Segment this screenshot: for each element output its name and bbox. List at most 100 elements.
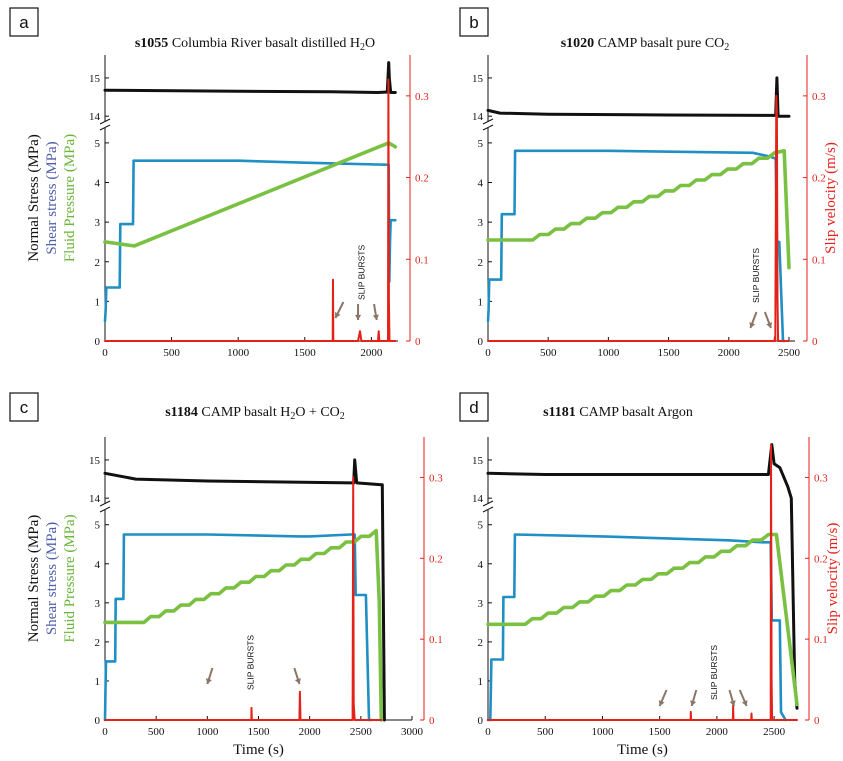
y-axis-label-right: Slip velocity (m/s) bbox=[823, 142, 839, 254]
x-tick-label: 0 bbox=[102, 347, 108, 359]
y-tick-label-lower: 3 bbox=[95, 217, 101, 229]
axis-break-mark bbox=[482, 506, 494, 513]
y-tick-label-upper: 15 bbox=[472, 73, 484, 85]
y-axis-label-normal: Normal Stress (MPa) bbox=[26, 515, 42, 643]
y-tick-label-lower: 1 bbox=[95, 296, 101, 308]
y-tick-label-upper: 15 bbox=[472, 455, 484, 467]
x-tick-label: 2000 bbox=[299, 726, 322, 738]
title-tail: O bbox=[365, 36, 375, 51]
y-tick-label-right: 0.1 bbox=[814, 634, 828, 646]
axis-break-mark bbox=[482, 124, 494, 131]
y-tick-label-lower: 4 bbox=[478, 559, 484, 571]
y-axis-label-fluid: Fluid Pressure (MPa) bbox=[62, 134, 78, 262]
axis-break-mark bbox=[99, 506, 111, 513]
series-line-fluid-pressure bbox=[486, 149, 791, 270]
title-text: CAMP basalt H bbox=[201, 405, 290, 420]
x-tick-label: 500 bbox=[540, 347, 557, 359]
y-tick-label-upper: 14 bbox=[89, 111, 101, 123]
y-tick-label-lower: 2 bbox=[95, 257, 101, 269]
axis-break-mark bbox=[99, 124, 111, 131]
panel-title: s1184 CAMP basalt H2O + CO2 bbox=[165, 405, 345, 422]
title-text: Columbia River basalt distilled H bbox=[172, 36, 360, 51]
panel-title: s1055 Columbia River basalt distilled H2… bbox=[135, 36, 375, 53]
title-sub2: 2 bbox=[340, 411, 345, 422]
slip-bursts-label: SLIP BURSTS bbox=[357, 245, 367, 300]
series-line-normal-stress bbox=[486, 76, 791, 118]
y-tick-label-upper: 14 bbox=[472, 493, 484, 505]
y-tick-label-lower: 0 bbox=[95, 715, 101, 727]
arrow-head bbox=[658, 700, 665, 706]
title-sub: 2 bbox=[290, 411, 295, 422]
y-tick-label-lower: 3 bbox=[95, 598, 101, 610]
axis-break-mark bbox=[99, 118, 111, 125]
series-line-slip-velocity bbox=[104, 78, 397, 342]
x-tick-label: 0 bbox=[102, 726, 108, 738]
y-tick-label-lower: 3 bbox=[478, 217, 484, 229]
y-tick-label-lower: 4 bbox=[95, 559, 101, 571]
y-tick-label-right: 0.2 bbox=[415, 173, 429, 185]
arrow-head bbox=[372, 314, 379, 320]
panel-title: s1020 CAMP basalt pure CO2 bbox=[561, 36, 730, 53]
series-line-slip-velocity bbox=[104, 476, 383, 721]
x-tick-label: 0 bbox=[485, 347, 491, 359]
x-axis-label: Time (s) bbox=[233, 742, 284, 758]
y-axis-label-right: Slip velocity (m/s) bbox=[825, 523, 841, 635]
x-tick-label: 500 bbox=[537, 726, 554, 738]
x-axis-label: Time (s) bbox=[617, 742, 668, 758]
y-tick-label-lower: 0 bbox=[478, 336, 484, 348]
panel-badge bbox=[459, 7, 489, 37]
panel-letter: a bbox=[19, 13, 29, 32]
y-tick-label-lower: 0 bbox=[478, 715, 484, 727]
series-line-fluid-pressure bbox=[103, 528, 384, 722]
title-id: s1181 bbox=[543, 405, 579, 420]
panel-title: s1181 CAMP basalt Argon bbox=[543, 405, 693, 420]
x-tick-label: 2000 bbox=[360, 347, 383, 359]
x-tick-label: 1000 bbox=[597, 347, 620, 359]
y-tick-label-lower: 1 bbox=[478, 296, 484, 308]
arrow-head bbox=[766, 322, 773, 328]
x-tick-label: 500 bbox=[163, 347, 180, 359]
x-tick-label: 2000 bbox=[706, 726, 729, 738]
y-tick-label-right: 0.1 bbox=[415, 254, 429, 266]
title-tail: O + CO bbox=[295, 405, 339, 420]
y-tick-label-lower: 3 bbox=[478, 598, 484, 610]
y-tick-label-right: 0.2 bbox=[814, 553, 828, 565]
x-tick-label: 2500 bbox=[778, 347, 801, 359]
x-tick-label: 1000 bbox=[227, 347, 250, 359]
series-line-shear-stress bbox=[103, 533, 373, 722]
arrow-head bbox=[690, 700, 697, 706]
y-tick-label-lower: 4 bbox=[95, 178, 101, 190]
panel-letter: d bbox=[469, 398, 478, 417]
series-line-slip-velocity bbox=[487, 94, 790, 342]
y-tick-label-lower: 2 bbox=[478, 637, 484, 649]
arrow-head bbox=[205, 678, 212, 684]
x-tick-label: 1500 bbox=[294, 347, 317, 359]
title-id: s1020 bbox=[561, 36, 598, 51]
y-tick-label-right: 0.3 bbox=[415, 91, 429, 103]
y-tick-label-right: 0 bbox=[415, 336, 421, 348]
x-tick-label: 2000 bbox=[718, 347, 741, 359]
x-tick-label: 3000 bbox=[401, 726, 424, 738]
y-tick-label-lower: 1 bbox=[478, 676, 484, 688]
y-tick-label-right: 0 bbox=[812, 336, 818, 348]
series-line-fluid-pressure bbox=[103, 141, 398, 248]
panel-letter: c bbox=[20, 398, 29, 417]
title-text: CAMP basalt pure CO bbox=[598, 36, 725, 51]
arrow-head bbox=[334, 312, 341, 318]
y-tick-label-upper: 15 bbox=[89, 455, 101, 467]
x-tick-label: 2500 bbox=[763, 726, 786, 738]
y-tick-label-lower: 0 bbox=[95, 336, 101, 348]
series-line-fluid-pressure bbox=[486, 532, 799, 707]
slip-bursts-label: SLIP BURSTS bbox=[709, 645, 719, 700]
slip-bursts-label: SLIP BURSTS bbox=[245, 635, 255, 690]
arrow-head bbox=[741, 700, 748, 706]
y-tick-label-right: 0.3 bbox=[812, 91, 826, 103]
title-id: s1184 bbox=[165, 405, 201, 420]
panel-letter: b bbox=[469, 13, 478, 32]
axis-break-mark bbox=[99, 500, 111, 507]
y-tick-label-right: 0 bbox=[814, 715, 820, 727]
